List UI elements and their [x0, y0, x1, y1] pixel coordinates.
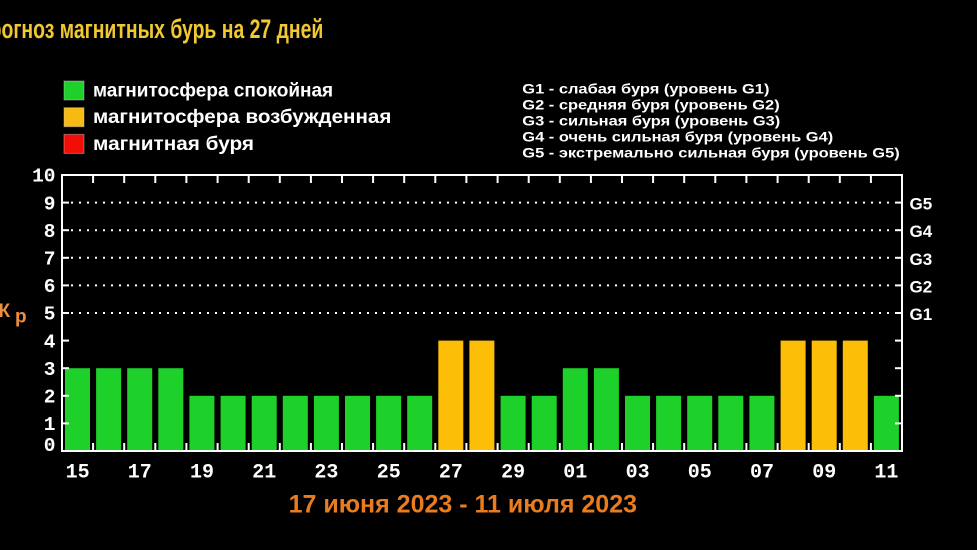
svg-text:4: 4 [44, 331, 56, 353]
svg-text:G5: G5 [910, 195, 933, 214]
svg-text:р: р [15, 307, 27, 328]
svg-text:G4: G4 [910, 222, 933, 241]
svg-text:2: 2 [44, 387, 56, 409]
svg-text:01: 01 [563, 462, 587, 485]
svg-text:10: 10 [32, 166, 55, 188]
svg-text:G3: G3 [910, 250, 933, 269]
svg-text:3: 3 [44, 359, 56, 381]
svg-text:19: 19 [190, 462, 214, 485]
svg-text:магнитосфера спокойная: магнитосфера спокойная [93, 80, 333, 101]
svg-text:G2: G2 [910, 277, 933, 296]
svg-text:9: 9 [44, 193, 56, 215]
svg-text:29: 29 [501, 462, 525, 485]
svg-text:17 июня 2023 - 11 июля 2023: 17 июня 2023 - 11 июля 2023 [289, 491, 637, 519]
svg-text:7: 7 [44, 249, 56, 271]
svg-text:Прогноз магнитных бурь на 27 д: Прогноз магнитных бурь на 27 дней [0, 14, 323, 44]
svg-text:8: 8 [44, 221, 56, 243]
svg-text:25: 25 [377, 462, 401, 485]
svg-text:G4 - очень сильная буря (урове: G4 - очень сильная буря (уровень G4) [522, 129, 833, 145]
svg-text:5: 5 [44, 304, 56, 326]
svg-text:6: 6 [44, 276, 56, 298]
svg-text:G3 - сильная буря (уровень G3): G3 - сильная буря (уровень G3) [522, 113, 780, 129]
svg-text:G5 - экстремально сильная буря: G5 - экстремально сильная буря (уровень … [522, 145, 899, 161]
svg-text:23: 23 [314, 462, 338, 485]
svg-text:15: 15 [66, 462, 90, 485]
svg-text:21: 21 [252, 462, 276, 485]
svg-text:09: 09 [812, 462, 836, 485]
svg-text:0: 0 [44, 435, 56, 457]
svg-text:магнитосфера возбужденная: магнитосфера возбужденная [93, 107, 391, 128]
svg-text:05: 05 [688, 462, 712, 485]
svg-text:03: 03 [626, 462, 650, 485]
svg-text:G1: G1 [910, 305, 933, 324]
svg-text:G2 - средняя буря (уровень G2): G2 - средняя буря (уровень G2) [522, 97, 779, 113]
svg-text:магнитная буря: магнитная буря [93, 134, 254, 155]
svg-text:К: К [0, 301, 11, 322]
svg-text:11: 11 [874, 462, 898, 485]
svg-text:1: 1 [44, 414, 56, 436]
svg-text:G1 - слабая буря (уровень G1): G1 - слабая буря (уровень G1) [522, 81, 769, 97]
svg-text:17: 17 [128, 462, 152, 485]
svg-text:27: 27 [439, 462, 463, 485]
svg-text:07: 07 [750, 462, 774, 485]
